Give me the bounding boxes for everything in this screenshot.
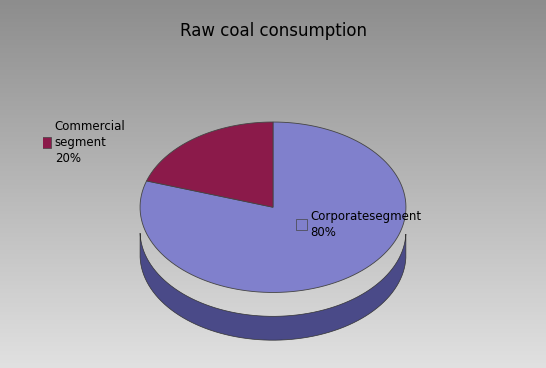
Bar <box>296 219 307 230</box>
Polygon shape <box>140 122 406 293</box>
Polygon shape <box>140 233 406 340</box>
Bar <box>40 137 51 148</box>
Text: Corporatesegment
80%: Corporatesegment 80% <box>311 210 422 239</box>
Text: Commercial
segment
20%: Commercial segment 20% <box>55 120 126 165</box>
Text: Raw coal consumption: Raw coal consumption <box>180 22 366 40</box>
Polygon shape <box>146 122 273 207</box>
